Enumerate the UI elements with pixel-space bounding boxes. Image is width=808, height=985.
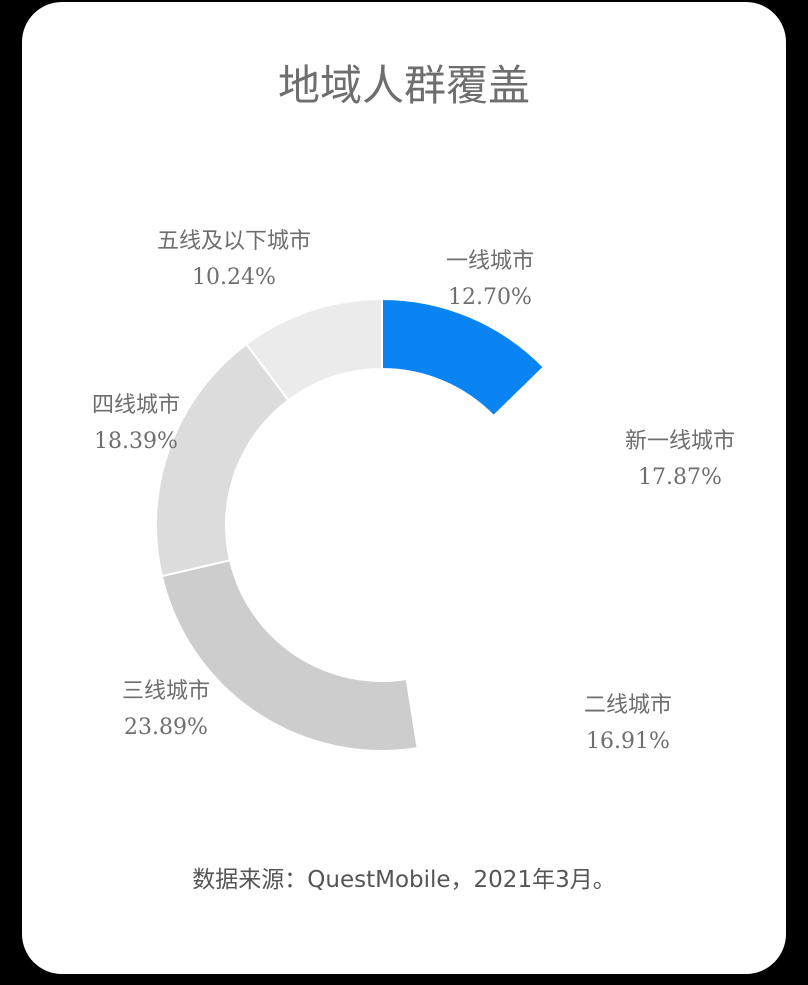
slice-value-label: 12.70% — [448, 285, 532, 310]
slice-category-label: 四线城市 — [92, 393, 180, 418]
donut-slice-2 — [405, 577, 596, 750]
slice-value-label: 23.89% — [124, 715, 208, 740]
slice-value-label: 17.87% — [638, 465, 722, 490]
slice-category-label: 三线城市 — [122, 679, 210, 704]
donut-slice-4 — [155, 342, 290, 578]
donut-slice-1 — [492, 365, 609, 604]
slice-value-label: 16.91% — [586, 729, 670, 754]
chart-card — [22, 2, 786, 974]
chart-title: 地域人群覆盖 — [277, 61, 530, 110]
source-note: 数据来源：QuestMobile，2021年3月。 — [192, 867, 616, 893]
slice-category-label: 一线城市 — [446, 249, 534, 274]
slice-category-label: 五线及以下城市 — [157, 229, 311, 254]
slice-value-label: 18.39% — [94, 429, 178, 454]
slice-category-label: 新一线城市 — [625, 429, 735, 454]
donut-slice-5 — [245, 297, 383, 402]
slice-category-label: 二线城市 — [584, 693, 672, 718]
slice-value-label: 10.24% — [192, 265, 276, 290]
donut-slice-3 — [160, 559, 419, 752]
